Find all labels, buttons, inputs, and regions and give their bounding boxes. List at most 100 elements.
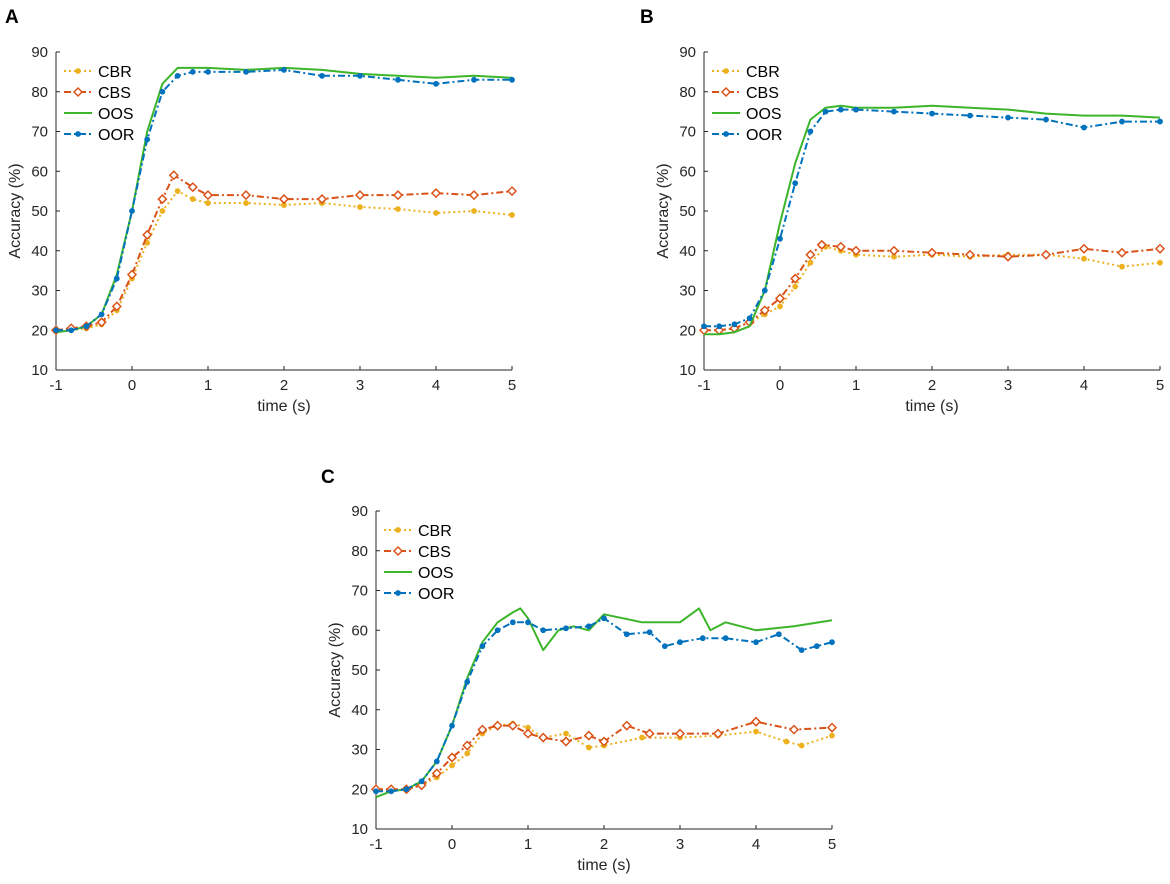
point-cbs-c <box>446 752 458 763</box>
x-tick-label-b: 5 <box>1156 377 1164 394</box>
y-tick-label-b: 10 <box>679 362 696 379</box>
x-tick-label-a: 0 <box>128 377 136 394</box>
point-cbr-a <box>243 200 249 206</box>
point-cbr-a <box>174 188 181 195</box>
line-oor-c <box>376 617 833 793</box>
y-tick-label-b: 30 <box>679 283 696 300</box>
point-oor-c <box>661 643 668 650</box>
legend-label-oor-c: OOR <box>418 586 454 603</box>
line-oos-b <box>704 104 1161 336</box>
y-tick-label-a: 50 <box>31 203 48 220</box>
point-oor-c <box>449 722 455 729</box>
series-oor-b <box>701 106 1163 330</box>
point-oor-b <box>731 321 738 328</box>
x-tick-label-b: 3 <box>1004 377 1012 394</box>
series-oos-b <box>704 104 1161 336</box>
series-cbr-c <box>373 720 835 795</box>
point-oor-a <box>319 72 325 79</box>
legend-box-a <box>60 58 140 146</box>
x-axis-label-c: time (s) <box>577 857 630 874</box>
y-axis-label-b: Accuracy (%) <box>655 163 672 258</box>
point-cbs-a <box>506 186 518 197</box>
point-cbr-b <box>777 303 783 310</box>
point-oor-b <box>853 106 859 113</box>
point-oor-c <box>433 758 440 765</box>
point-oor-c <box>722 635 729 642</box>
point-cbs-b <box>835 241 846 252</box>
point-cbs-b <box>1116 247 1128 258</box>
series-cbr-a <box>53 188 515 334</box>
point-cbs-a <box>430 188 442 199</box>
point-oor-c <box>829 639 835 646</box>
x-tick-label-b: 1 <box>852 377 860 394</box>
point-oor-b <box>822 108 829 115</box>
point-oor-c <box>403 786 410 793</box>
y-tick-label-c: 90 <box>351 503 368 520</box>
point-oor-c <box>646 629 653 636</box>
point-cbr-c <box>563 730 569 737</box>
point-oor-c <box>813 643 820 650</box>
point-cbs-c <box>674 728 686 739</box>
point-cbs-a <box>240 190 252 201</box>
point-oor-b <box>1119 118 1125 125</box>
point-oor-c <box>388 788 395 795</box>
point-oor-b <box>1043 116 1049 123</box>
y-tick-label-b: 40 <box>679 243 696 260</box>
legend-label-cbr-c: CBR <box>418 523 452 540</box>
point-oor-a <box>509 76 515 83</box>
x-tick-label-c: 1 <box>524 836 532 853</box>
point-cbs-b <box>964 249 976 260</box>
y-tick-label-a: 10 <box>31 362 48 379</box>
point-oor-c <box>525 619 531 626</box>
point-cbs-c <box>462 740 473 751</box>
legend-label-cbs-a: CBS <box>98 85 131 102</box>
point-cbs-c <box>621 720 632 731</box>
y-tick-label-c: 60 <box>351 622 368 639</box>
point-oor-a <box>205 68 211 75</box>
point-oor-a <box>159 88 166 95</box>
point-cbs-c <box>750 716 762 727</box>
point-oor-c <box>494 627 501 634</box>
point-cbs-b <box>790 273 801 284</box>
y-tick-label-b: 50 <box>679 203 696 220</box>
y-tick-label-a: 20 <box>31 322 48 339</box>
point-cbr-a <box>471 208 477 214</box>
y-tick-label-c: 50 <box>351 662 368 679</box>
point-cbr-c <box>464 750 471 757</box>
legend-marker-oor-a <box>75 131 81 137</box>
point-cbs-b <box>1002 251 1014 262</box>
point-oor-c <box>677 639 683 646</box>
legend-label-cbs-b: CBS <box>746 85 779 102</box>
x-tick-label-a: 2 <box>280 377 288 394</box>
point-oor-a <box>129 208 135 214</box>
legend-marker-cbs-b <box>720 86 732 98</box>
point-cbs-c <box>477 724 488 735</box>
x-axis-label-a: time (s) <box>257 398 310 415</box>
legend-box-b <box>708 58 788 146</box>
point-oor-c <box>699 635 706 642</box>
point-cbs-a <box>157 194 168 205</box>
point-cbs-b <box>1040 249 1052 260</box>
panel-c: C -1 0 1 2 3 4 5 10 20 30 40 50 60 70 80 90 time (s) Accu… <box>321 467 838 874</box>
point-oor-c <box>585 623 592 630</box>
point-oor-a <box>281 66 287 73</box>
point-oor-a <box>189 68 196 75</box>
point-oor-a <box>113 275 120 282</box>
point-cbr-b <box>792 283 799 290</box>
y-axis-label-c: Accuracy (%) <box>327 622 344 717</box>
point-cbr-c <box>829 732 835 739</box>
y-tick-label-a: 30 <box>31 283 48 300</box>
legend-label-cbr-b: CBR <box>746 64 780 81</box>
point-cbr-b <box>1119 263 1125 270</box>
point-cbr-a <box>189 196 196 202</box>
point-cbs-b <box>774 293 786 304</box>
y-tick-label-c: 40 <box>351 702 368 719</box>
point-cbr-b <box>1157 259 1163 266</box>
point-cbr-c <box>639 734 645 741</box>
point-cbs-c <box>583 730 594 741</box>
y-tick-label-a: 40 <box>31 243 48 260</box>
point-oor-b <box>1005 114 1011 121</box>
point-oor-c <box>540 627 547 634</box>
legend-label-oos-c: OOS <box>418 565 454 582</box>
point-oor-b <box>1157 118 1163 125</box>
